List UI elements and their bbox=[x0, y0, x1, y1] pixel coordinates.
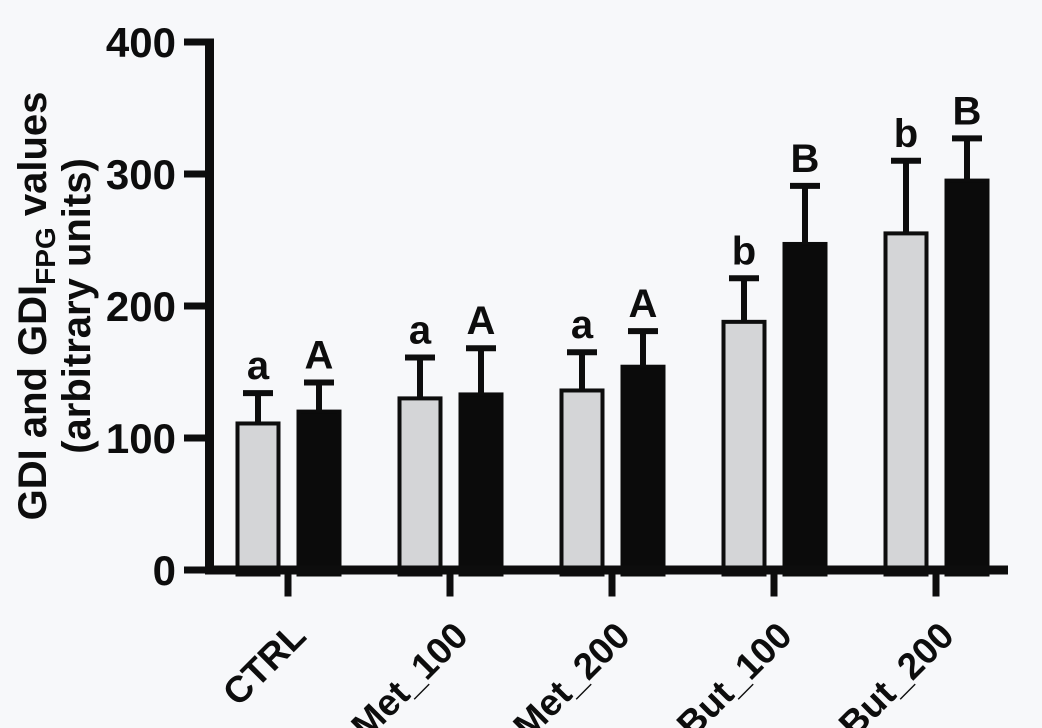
bar-gdi bbox=[235, 421, 281, 577]
y-tick-label: 0 bbox=[153, 547, 176, 594]
y-axis-title-line1: GDI and GDIFPG values bbox=[11, 92, 61, 521]
significance-letter: a bbox=[571, 303, 594, 347]
bar-gdi-fpg bbox=[458, 392, 504, 577]
x-category-label: But_200 bbox=[831, 615, 962, 728]
significance-letter: A bbox=[305, 334, 334, 378]
bar-gdi-fpg bbox=[782, 241, 828, 577]
x-category-label: CTRL bbox=[215, 615, 314, 714]
y-tick-label: 400 bbox=[106, 19, 176, 66]
bar-gdi-fpg bbox=[944, 178, 990, 577]
bar-gdi bbox=[721, 319, 767, 577]
significance-letter: B bbox=[953, 89, 982, 133]
x-category-label: Met_100 bbox=[343, 615, 475, 728]
x-category-label: But_100 bbox=[669, 615, 800, 728]
y-tick-label: 100 bbox=[106, 415, 176, 462]
bar-gdi-fpg bbox=[296, 409, 342, 577]
significance-letter: a bbox=[409, 308, 432, 352]
significance-letter: a bbox=[247, 344, 270, 388]
y-tick-label: 300 bbox=[106, 151, 176, 198]
y-axis-title-line2: (arbitrary units) bbox=[55, 158, 99, 454]
x-category-label: Met_200 bbox=[505, 615, 637, 728]
significance-letter: b bbox=[894, 112, 918, 156]
significance-letter: b bbox=[732, 229, 756, 273]
bar-gdi bbox=[397, 396, 443, 577]
bar-gdi bbox=[883, 231, 929, 577]
bar-gdi-fpg bbox=[620, 364, 666, 577]
significance-letter: B bbox=[791, 137, 820, 181]
significance-letter: A bbox=[467, 299, 496, 343]
y-tick-label: 200 bbox=[106, 283, 176, 330]
bar-gdi bbox=[559, 388, 605, 577]
significance-letter: A bbox=[629, 282, 658, 326]
